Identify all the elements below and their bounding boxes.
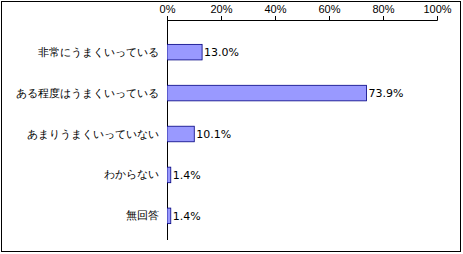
bar	[167, 208, 171, 224]
y-tick: あまりうまくいっていない	[27, 128, 167, 141]
x-tick-mark	[275, 16, 276, 20]
bar	[167, 44, 202, 60]
bars	[167, 44, 367, 223]
x-tick: 40%	[264, 3, 286, 20]
y-axis: 非常にうまくいっているある程度はうまくいっているあまりうまくいっていないわからな…	[16, 20, 168, 240]
y-tick-label: あまりうまくいっていない	[27, 128, 159, 141]
x-tick: 80%	[372, 3, 394, 20]
y-tick-label: 無回答	[126, 209, 159, 221]
y-tick-label: 非常にうまくいっている	[38, 46, 159, 59]
x-tick-label: 20%	[210, 3, 232, 15]
x-axis: 0% 20% 40% 60% 80% 100%	[160, 3, 452, 21]
x-tick: 100%	[423, 3, 451, 20]
chart-frame	[2, 2, 461, 252]
data-label: 13.0%	[204, 46, 239, 59]
bar	[167, 167, 171, 183]
x-tick-mark	[383, 16, 384, 20]
data-label: 1.4%	[173, 210, 201, 223]
y-tick-label: ある程度はうまくいっている	[16, 87, 159, 100]
x-tick: 60%	[318, 3, 340, 20]
data-label: 1.4%	[173, 169, 201, 182]
x-tick-label: 80%	[372, 3, 394, 15]
x-tick-mark	[437, 16, 438, 20]
y-tick: 非常にうまくいっている	[38, 46, 167, 59]
x-tick-label: 40%	[264, 3, 286, 15]
y-tick-label: わからない	[104, 168, 159, 180]
y-tick: 無回答	[126, 209, 167, 221]
x-tick-label: 100%	[423, 3, 451, 15]
x-tick-mark	[329, 16, 330, 20]
y-tick: わからない	[104, 168, 167, 180]
x-axis-line	[168, 16, 438, 21]
x-tick-mark	[221, 16, 222, 20]
y-tick: ある程度はうまくいっている	[16, 87, 167, 100]
data-label: 10.1%	[196, 128, 231, 141]
x-tick-label: 0%	[160, 3, 176, 15]
bar	[167, 126, 194, 142]
chart: 0% 20% 40% 60% 80% 100% 非常にうまくいっているある程度はうまくいって…	[0, 0, 463, 254]
x-tick: 20%	[210, 3, 232, 20]
x-tick-label: 60%	[318, 3, 340, 15]
x-tick: 0%	[160, 3, 176, 20]
x-tick-mark	[167, 16, 168, 20]
data-labels: 13.0% 73.9% 10.1% 1.4% 1.4%	[173, 46, 404, 223]
data-label: 73.9%	[369, 87, 404, 100]
bar	[167, 85, 367, 101]
